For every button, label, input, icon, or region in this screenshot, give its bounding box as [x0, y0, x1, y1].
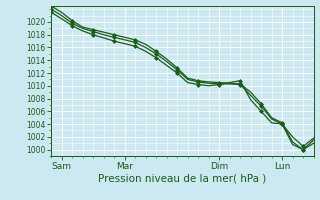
- X-axis label: Pression niveau de la mer( hPa ): Pression niveau de la mer( hPa ): [98, 173, 267, 183]
